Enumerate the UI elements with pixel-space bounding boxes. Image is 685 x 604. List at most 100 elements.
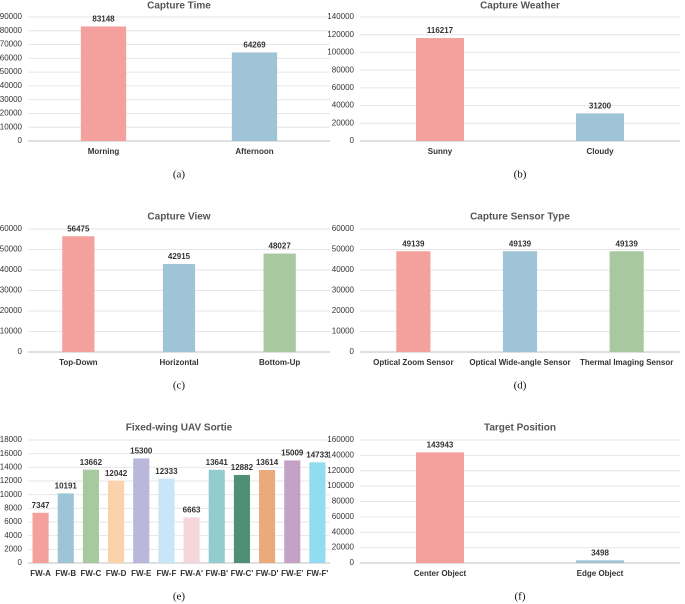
chart-e-y-tick-label: 14000	[0, 462, 23, 471]
chart-f-y-tick-label: 60000	[332, 512, 355, 521]
chart-b-y-tick-label: 140000	[327, 12, 354, 21]
chart-e-caption: (e)	[173, 591, 186, 603]
chart-e-bar	[208, 469, 225, 563]
chart-e-x-tick-label: FW-D'	[256, 569, 279, 578]
chart-c-data-label: 48027	[269, 242, 292, 251]
chart-f-y-tick-label: 0	[350, 558, 355, 567]
chart-f-y-tick-label: 20000	[332, 543, 355, 552]
chart-b-title: Capture Weather	[480, 1, 560, 12]
chart-b-bar	[416, 38, 464, 141]
chart-e-x-tick-label: FW-F	[157, 569, 177, 578]
chart-e-bar	[133, 458, 150, 563]
chart-e-data-label: 13614	[256, 458, 279, 467]
chart-d-x-tick-label: Thermal Imaging Sensor	[580, 358, 673, 367]
chart-a-x-tick-label: Afternoon	[235, 147, 273, 156]
chart-e-x-tick-label: FW-F'	[307, 569, 329, 578]
chart-d-y-tick-label: 50000	[332, 245, 355, 254]
chart-b-y-tick-label: 0	[350, 136, 355, 145]
chart-c-caption: (c)	[173, 380, 186, 392]
chart-b-data-label: 31200	[589, 101, 612, 110]
chart-d-bar	[396, 251, 431, 352]
chart-b-caption: (b)	[514, 169, 527, 181]
chart-c-x-tick-label: Top-Down	[59, 358, 98, 367]
chart-b-y-tick-label: 60000	[332, 83, 355, 92]
chart-e-title: Fixed-wing UAV Sortie	[126, 423, 233, 434]
chart-e-data-label: 15009	[281, 449, 304, 458]
chart-e-data-label: 13662	[80, 458, 103, 467]
chart-f-title: Target Position	[484, 423, 556, 434]
chart-a-y-tick-label: 0	[18, 136, 23, 145]
chart-c-bar	[62, 236, 95, 352]
chart-f-data-label: 3498	[591, 548, 609, 557]
chart-a-y-tick-label: 10000	[0, 122, 23, 131]
chart-c-y-tick-label: 0	[18, 347, 23, 356]
chart-b-y-tick-label: 100000	[327, 48, 354, 57]
chart-f-y-tick-label: 40000	[332, 527, 355, 536]
chart-a-y-tick-label: 80000	[0, 26, 23, 35]
chart-e-data-label: 6663	[183, 506, 201, 515]
chart-d-data-label: 49139	[402, 239, 425, 248]
chart-e-data-label: 14733	[306, 450, 329, 459]
chart-a-bar	[80, 26, 127, 141]
chart-c-bar	[263, 253, 296, 352]
chart-a-title: Capture Time	[147, 1, 211, 12]
chart-e-bar	[82, 469, 99, 563]
chart-e-x-tick-label: FW-C'	[231, 569, 254, 578]
chart-a-x-tick-label: Morning	[88, 147, 120, 156]
chart-d-y-tick-label: 40000	[332, 265, 355, 274]
chart-c-data-label: 42915	[168, 252, 191, 261]
chart-d-y-tick-label: 0	[350, 347, 355, 356]
chart-b-y-tick-label: 40000	[332, 101, 355, 110]
chart-e-x-tick-label: FW-E	[131, 569, 152, 578]
chart-e-y-tick-label: 10000	[0, 490, 23, 499]
chart-d-title: Capture Sensor Type	[470, 212, 570, 223]
chart-e-data-label: 13641	[206, 458, 229, 467]
chart-e-y-tick-label: 6000	[4, 517, 22, 526]
chart-e-data-label: 10191	[55, 481, 78, 490]
chart-d-x-tick-label: Optical Zoom Sensor	[373, 358, 453, 367]
chart-e-bar	[57, 493, 74, 563]
chart-e-bar	[183, 517, 200, 563]
chart-c-x-tick-label: Horizontal	[159, 358, 198, 367]
chart-f-y-tick-label: 100000	[327, 481, 354, 490]
chart-e-bar	[32, 512, 49, 563]
chart-a-y-tick-label: 20000	[0, 109, 23, 118]
chart-a-data-label: 83148	[92, 15, 115, 24]
chart-b-x-tick-label: Cloudy	[586, 147, 614, 156]
chart-a-y-tick-label: 50000	[0, 67, 23, 76]
chart-a-y-tick-label: 70000	[0, 40, 23, 49]
chart-e-x-tick-label: FW-E'	[281, 569, 303, 578]
chart-f-x-tick-label: Edge Object	[577, 569, 624, 578]
chart-e-x-tick-label: FW-A'	[180, 569, 203, 578]
chart-a-y-tick-label: 90000	[0, 12, 23, 21]
chart-f-y-tick-label: 80000	[332, 497, 355, 506]
chart-b-y-tick-label: 20000	[332, 118, 355, 127]
chart-c-y-tick-label: 60000	[0, 224, 23, 233]
chart-e-y-tick-label: 2000	[4, 544, 22, 553]
chart-e-bar	[158, 478, 175, 563]
chart-e-y-tick-label: 4000	[4, 531, 22, 540]
chart-f-data-label: 143943	[427, 440, 454, 449]
chart-d-data-label: 49139	[509, 239, 532, 248]
chart-c-y-tick-label: 40000	[0, 265, 23, 274]
chart-f-y-tick-label: 140000	[327, 450, 354, 459]
chart-a-y-tick-label: 60000	[0, 53, 23, 62]
chart-a-caption: (a)	[173, 169, 186, 181]
chart-b-data-label: 116217	[427, 26, 454, 35]
chart-b-x-tick-label: Sunny	[428, 147, 453, 156]
chart-e-x-tick-label: FW-B	[55, 569, 76, 578]
chart-d-y-tick-label: 10000	[332, 327, 355, 336]
chart-e-bar	[309, 462, 326, 563]
chart-c-data-label: 56475	[67, 224, 90, 233]
chart-e-data-label: 7347	[32, 501, 50, 510]
chart-a-data-label: 64269	[243, 41, 266, 50]
chart-e-bar	[233, 474, 250, 563]
chart-e-y-tick-label: 8000	[4, 503, 22, 512]
chart-e-data-label: 12333	[155, 467, 178, 476]
chart-e-y-tick-label: 12000	[0, 476, 23, 485]
chart-f-bar	[576, 560, 624, 563]
chart-c-y-tick-label: 50000	[0, 245, 23, 254]
chart-c-y-tick-label: 20000	[0, 306, 23, 315]
chart-f-y-tick-label: 160000	[327, 435, 354, 444]
